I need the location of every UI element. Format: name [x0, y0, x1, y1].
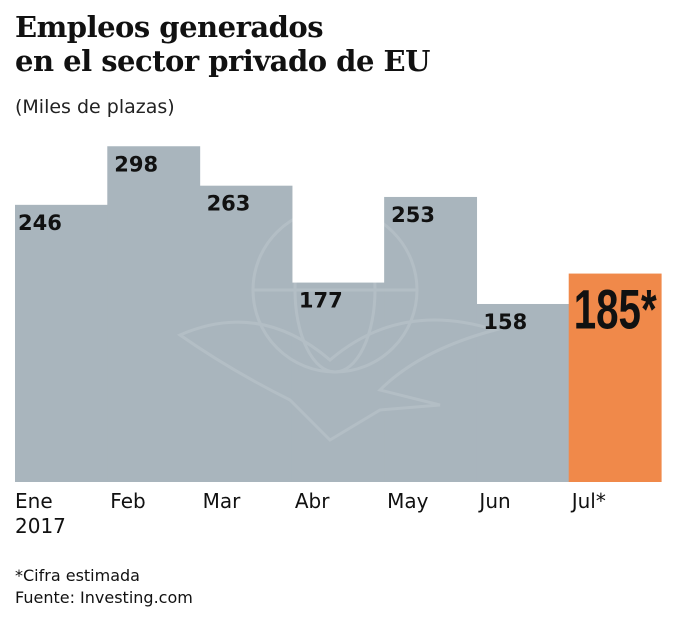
- data-label-6: 185*: [574, 279, 657, 341]
- data-label-4: 253: [391, 203, 435, 227]
- x-tick-label-0: Ene: [15, 489, 53, 513]
- title-line-2: en el sector privado de EU: [15, 44, 430, 78]
- bar-3: [291, 282, 385, 482]
- data-label-3: 177: [299, 289, 343, 313]
- bar-1: [107, 146, 201, 482]
- data-label-5: 158: [483, 310, 527, 334]
- bar-0: [15, 204, 108, 482]
- data-label-0: 246: [18, 211, 62, 235]
- title-line-1: Empleos generados: [15, 10, 324, 44]
- bar-5: [476, 303, 570, 482]
- chart-subtitle: (Miles de plazas): [15, 96, 175, 118]
- footnote-estimate: *Cifra estimada: [15, 566, 140, 585]
- x-tick-label-6: Jul*: [570, 489, 606, 513]
- x-tick-label-0-year: 2017: [15, 514, 66, 538]
- bar-6: [568, 273, 662, 482]
- x-tick-label-4: May: [387, 489, 429, 513]
- footnote-source: Fuente: Investing.com: [15, 588, 193, 607]
- bar-2: [199, 185, 293, 483]
- chart-title: Empleos generados en el sector privado d…: [15, 10, 430, 78]
- x-tick-label-5: Jun: [477, 489, 510, 513]
- x-tick-label-3: Abr: [295, 489, 330, 513]
- bar-4: [384, 196, 478, 482]
- watermark-logo: [176, 206, 501, 442]
- data-label-2: 263: [207, 192, 251, 216]
- x-tick-label-1: Feb: [110, 489, 145, 513]
- x-tick-label-2: Mar: [203, 489, 242, 513]
- data-label-1: 298: [114, 152, 158, 176]
